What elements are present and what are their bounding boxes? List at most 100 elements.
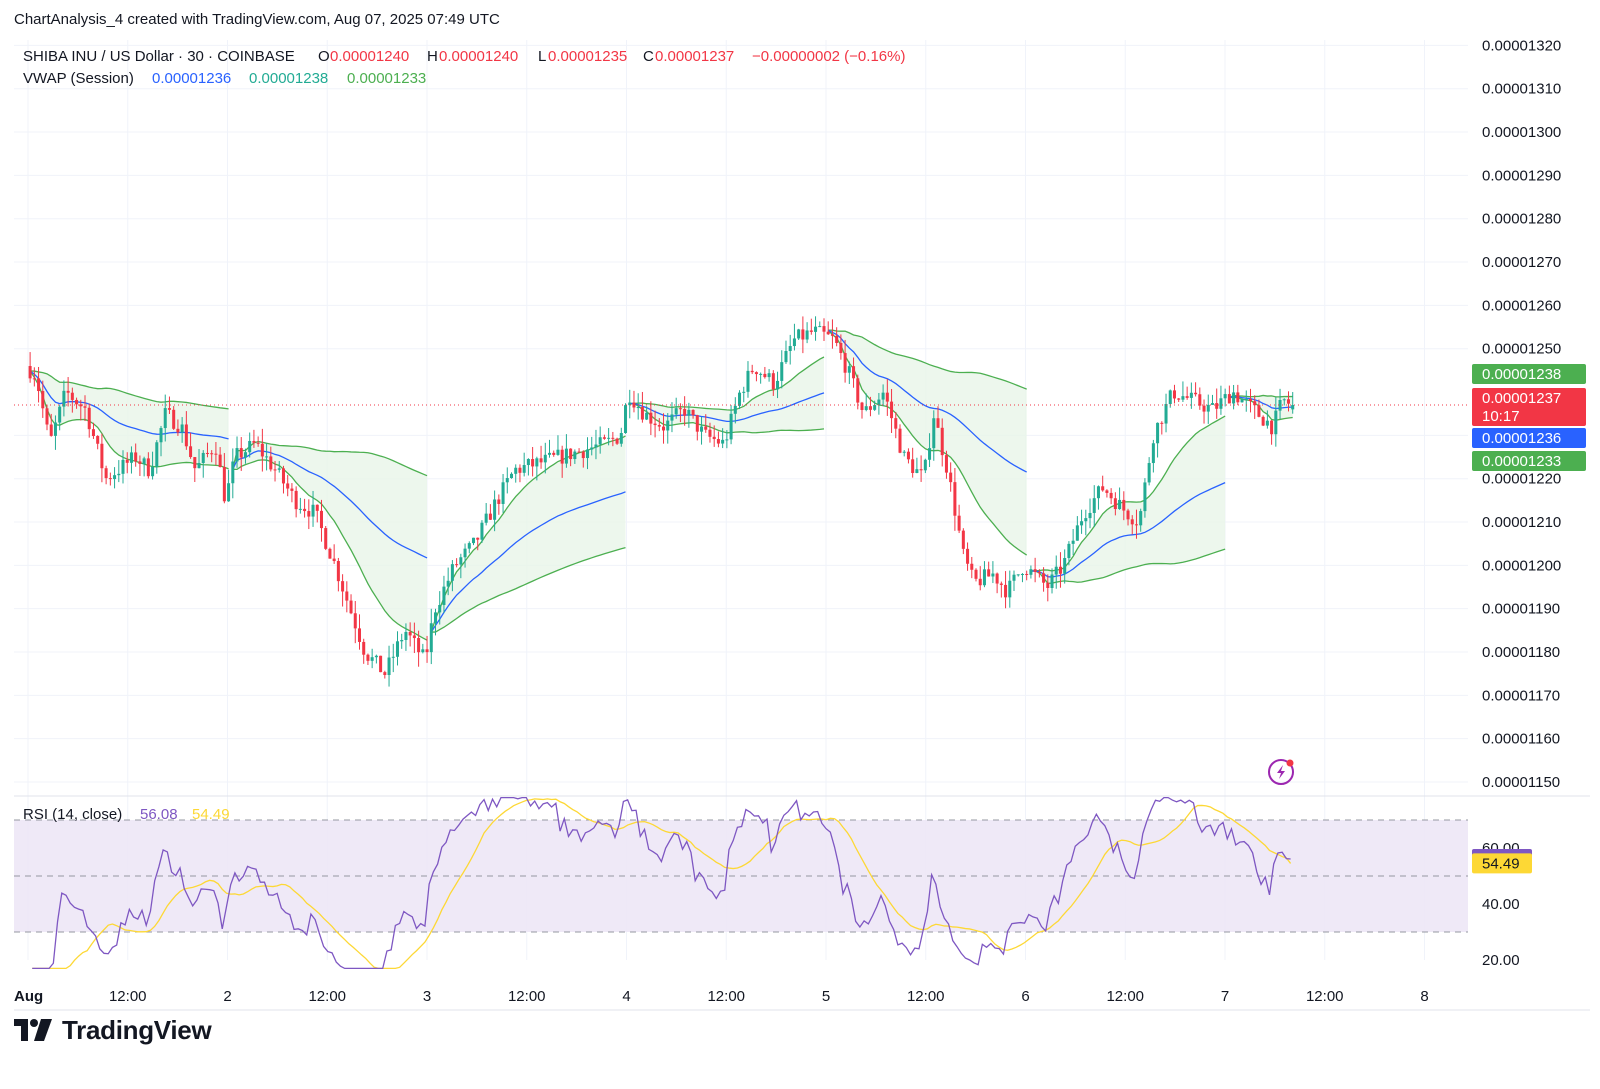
candle-body <box>733 405 737 414</box>
candle-body <box>1092 498 1096 513</box>
candle-body <box>1101 486 1105 491</box>
candle-body <box>455 564 459 566</box>
candle-body <box>349 600 353 614</box>
candle-body <box>1232 392 1236 404</box>
candle-body <box>1067 543 1071 559</box>
candle-body <box>885 392 889 402</box>
candle-body <box>1168 390 1172 405</box>
candle-body <box>319 510 323 529</box>
candle-body <box>1274 410 1278 435</box>
candle-body <box>970 563 974 570</box>
price-tick-label: 0.00001270 <box>1482 254 1561 271</box>
candle-body <box>797 329 801 339</box>
candle-body <box>96 436 100 444</box>
candle-body <box>818 326 822 328</box>
candle-body <box>615 438 619 444</box>
candle-body <box>535 458 539 467</box>
candle-body <box>1016 574 1020 576</box>
alert-icon-ring <box>1268 759 1294 785</box>
candle-body <box>839 342 843 354</box>
candle-body <box>826 331 830 335</box>
candle-body <box>526 459 530 466</box>
candle-body <box>1240 399 1244 403</box>
grid <box>14 40 1590 1011</box>
candle-body <box>586 449 590 459</box>
time-tick-label: 12:00 <box>109 988 147 1005</box>
candle-body <box>1012 574 1016 581</box>
candle-body <box>404 631 408 640</box>
candle-body <box>902 451 906 453</box>
candle-body <box>328 548 332 559</box>
candle-body <box>476 537 480 540</box>
candle-body <box>1139 511 1143 526</box>
candle-body <box>1025 573 1029 575</box>
candle-body <box>780 362 784 381</box>
vwap-band-fill <box>232 441 428 641</box>
price-tick-label: 0.00001310 <box>1482 81 1561 98</box>
candle-body <box>966 548 970 564</box>
candle-body <box>505 478 509 483</box>
candle-body <box>231 461 235 484</box>
vwap-upper-band <box>232 440 428 477</box>
candle-body <box>180 424 184 433</box>
candle-body <box>509 473 514 479</box>
candle-body <box>353 613 357 629</box>
candle-body <box>598 437 602 445</box>
candle-body <box>594 444 598 448</box>
price-tick-label: 0.00001220 <box>1482 471 1561 488</box>
candle-body <box>28 366 32 379</box>
candle-body <box>41 391 45 409</box>
candle-body <box>421 649 425 653</box>
candle-body <box>560 449 564 464</box>
alert-icon[interactable] <box>1268 759 1294 785</box>
candle-body <box>1004 584 1008 598</box>
main-legend: SHIBA INU / US Dollar · 30 · COINBASE O … <box>23 48 905 823</box>
candle-body <box>522 465 526 473</box>
candle-body <box>868 406 872 410</box>
candle-body <box>193 457 197 469</box>
candle-body <box>1029 569 1033 575</box>
candle-body <box>721 439 725 444</box>
price-tick-label: 0.00001190 <box>1482 601 1560 618</box>
candle-body <box>830 334 834 336</box>
candle-body <box>581 451 585 459</box>
candle-body <box>1058 566 1062 574</box>
price-tick-label: 0.00001320 <box>1482 37 1561 54</box>
candle-body <box>911 459 915 473</box>
candle-body <box>298 508 302 510</box>
candle-body <box>1054 566 1058 575</box>
price-tick-label: 0.00001160 <box>1482 731 1560 748</box>
candle-body <box>303 508 307 512</box>
candle-body <box>408 631 412 636</box>
candle-body <box>518 467 522 473</box>
legend-close-value: 0.00001237 <box>655 48 734 65</box>
candle-body <box>391 656 395 658</box>
vwap-band-fill <box>629 356 824 433</box>
candle-body <box>624 405 628 434</box>
candle-body <box>146 458 150 477</box>
candle-body <box>814 326 818 332</box>
candle-body <box>324 528 328 549</box>
candle-body <box>1033 569 1037 572</box>
candle-body <box>357 628 361 642</box>
candle-body <box>484 513 488 523</box>
candle-body <box>982 569 986 586</box>
candle-body <box>1291 405 1295 410</box>
candle-body <box>995 573 999 584</box>
legend-open-label: O <box>318 48 330 65</box>
candle-body <box>83 406 87 408</box>
tradingview-logo[interactable]: TradingView <box>14 1010 212 1050</box>
candle-body <box>184 424 188 447</box>
candle-body <box>1181 396 1185 400</box>
candle-body <box>852 366 856 379</box>
candle-body <box>564 448 568 464</box>
candle-body <box>577 451 581 453</box>
candle-body <box>1286 399 1291 404</box>
vwap-lower-band <box>1030 548 1226 584</box>
candle-body <box>1050 574 1054 588</box>
candle-body <box>822 326 826 332</box>
candle-body <box>1126 510 1130 520</box>
candle-body <box>801 329 805 340</box>
